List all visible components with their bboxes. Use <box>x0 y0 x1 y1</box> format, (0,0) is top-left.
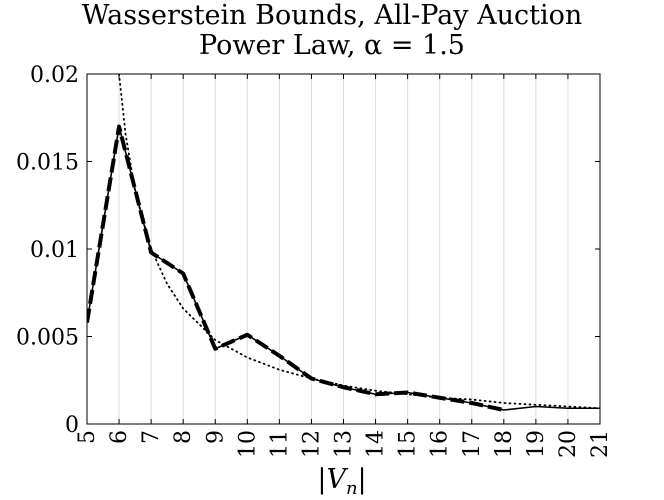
x-tick-label: 5 <box>75 430 100 444</box>
x-tick-label: 13 <box>332 430 357 458</box>
x-tick-label: 21 <box>588 430 613 458</box>
x-tick-label: 11 <box>267 430 292 458</box>
x-tick-label: 6 <box>107 430 132 444</box>
y-tick-label: 0.015 <box>16 151 79 176</box>
x-tick-label: 7 <box>139 430 164 444</box>
x-tick-label: 18 <box>492 430 517 458</box>
x-axis-label: |Vn| <box>317 464 366 499</box>
chart-subtitle: Power Law, α = 1.5 <box>0 30 664 62</box>
x-tick-label: 9 <box>203 430 228 444</box>
x-tick-label: 10 <box>235 430 260 458</box>
x-tick-label: 15 <box>396 430 421 458</box>
series-line-dotted <box>118 74 600 410</box>
x-tick-label: 20 <box>556 430 581 458</box>
grid-lines <box>118 74 569 424</box>
series-layer <box>87 74 600 412</box>
x-tick-labels: 5 6 7 8 9 10 11 12 13 14 15 16 17 18 19 20 21 <box>75 430 613 458</box>
series-line-dashed <box>87 124 505 412</box>
subtitle-text: Power Law, α = 1.5 <box>199 30 465 61</box>
y-tick-label: 0.005 <box>16 326 79 351</box>
x-tick-label: 16 <box>428 430 453 458</box>
x-tick-label: 8 <box>171 430 196 444</box>
y-tick-label: 0 <box>65 413 79 438</box>
x-tick-label: 19 <box>524 430 549 458</box>
x-tick-label: 14 <box>364 430 389 458</box>
tick-marks <box>86 73 601 425</box>
y-tick-label: 0.01 <box>30 238 79 263</box>
y-tick-labels: 0 0.005 0.01 0.015 0.02 <box>16 63 79 438</box>
y-tick-label: 0.02 <box>30 63 79 88</box>
x-tick-label: 12 <box>299 430 324 458</box>
x-tick-label: 17 <box>460 430 485 458</box>
chart-title: Wasserstein Bounds, All-Pay Auction <box>81 0 583 31</box>
